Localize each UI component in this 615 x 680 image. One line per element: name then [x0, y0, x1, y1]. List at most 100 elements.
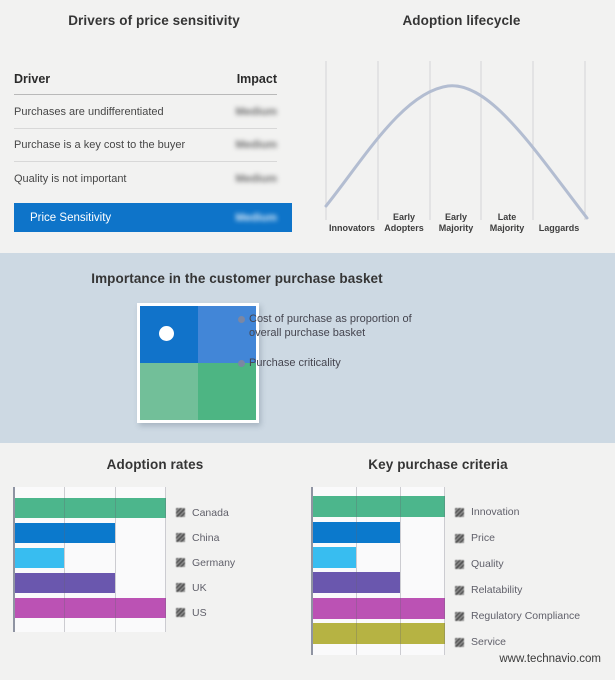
adoption-rates-title: Adoption rates — [106, 457, 204, 472]
lifecycle-gridlines — [325, 61, 586, 220]
legend-item: Innovation — [455, 499, 580, 525]
y-axis-line — [13, 487, 15, 632]
y-axis-line — [311, 487, 313, 655]
drivers-table-header: Driver Impact — [14, 72, 277, 95]
quadrant-matrix — [140, 306, 256, 420]
adoption-curve — [324, 84, 589, 220]
gridline — [165, 487, 166, 632]
quadrant-bottom-right — [198, 363, 256, 420]
driver-cell: Purchase is a key cost to the buyer — [14, 139, 186, 151]
basket-bullet-list: Cost of purchase as proportion of overal… — [238, 312, 444, 386]
purchase-basket-title: Importance in the customer purchase bask… — [91, 271, 383, 286]
quadrant-top-right — [198, 306, 256, 363]
legend-item: US — [176, 600, 235, 625]
legend-swatch-blurred — [455, 611, 464, 621]
quadrant-top-left — [140, 306, 198, 363]
legend-label: China — [192, 531, 220, 544]
legend-swatch-blurred — [176, 533, 185, 542]
table-row: Purchases are undifferentiated Medium — [14, 96, 277, 129]
bar-canada — [13, 498, 166, 518]
lifecycle-curve-chart — [324, 61, 589, 220]
legend-label: Service — [471, 636, 507, 648]
legend-swatch-blurred — [176, 608, 185, 617]
legend-item: Price — [455, 525, 580, 551]
stage-label-laggards: Laggards — [538, 222, 580, 233]
bullet-text: Cost of purchase as proportion of overal… — [249, 313, 412, 339]
legend-item: UK — [176, 575, 235, 600]
position-marker-dot — [159, 326, 174, 341]
technavio-watermark: www.technavio.com — [499, 653, 601, 665]
bullet-icon — [238, 360, 245, 367]
adoption-rates-chart — [13, 487, 166, 632]
key-purchase-criteria-legend: Innovation Price Quality Relatability Re… — [455, 499, 580, 655]
legend-swatch-blurred — [455, 585, 464, 595]
stage-label-early-majority: Early Majority — [438, 212, 474, 233]
driver-column-header: Driver — [14, 72, 51, 86]
list-item: Cost of purchase as proportion of overal… — [238, 312, 444, 340]
legend-label: UK — [192, 581, 207, 594]
impact-badge-blurred: Medium — [235, 106, 277, 118]
impact-badge-blurred: Medium — [235, 172, 277, 185]
purchase-basket-panel: Importance in the customer purchase bask… — [0, 253, 615, 443]
table-row: Purchase is a key cost to the buyer Medi… — [14, 129, 277, 162]
drivers-panel: Drivers of price sensitivity Driver Impa… — [0, 0, 308, 253]
legend-label: Germany — [192, 556, 236, 569]
legend-swatch-blurred — [176, 558, 185, 567]
impact-column-header: Impact — [236, 72, 277, 86]
gridline — [400, 487, 401, 655]
key-purchase-criteria-title: Key purchase criteria — [368, 457, 508, 472]
quadrant-matrix-card — [137, 303, 259, 423]
drivers-title: Drivers of price sensitivity — [68, 13, 240, 28]
impact-badge-blurred: Medium — [235, 139, 277, 151]
gridline — [444, 487, 445, 655]
legend-label: Canada — [192, 506, 229, 519]
lifecycle-panel: Adoption lifecycle Innovators Early Adop… — [308, 0, 615, 253]
bar-regulatory-compliance — [311, 598, 445, 619]
bar-innovation — [311, 496, 445, 517]
legend-label: Innovation — [471, 506, 520, 518]
bar-quality — [311, 547, 356, 568]
bar-relatability — [311, 572, 401, 593]
stage-label-early-adopters: Early Adopters — [384, 212, 424, 233]
bar-china — [13, 523, 115, 543]
driver-cell: Purchases are undifferentiated — [14, 106, 164, 118]
legend-label: Regulatory Compliance — [471, 610, 581, 622]
legend-label: Price — [471, 532, 495, 544]
stage-label-late-majority: Late Majority — [489, 212, 525, 233]
bar-price — [311, 522, 401, 543]
adoption-rates-legend: Canada China Germany UK US — [176, 500, 235, 625]
table-row: Quality is not important Medium — [14, 162, 277, 195]
bar-service — [311, 623, 445, 644]
legend-swatch-blurred — [455, 507, 464, 517]
bar-uk — [13, 573, 115, 593]
legend-item: Regulatory Compliance — [455, 603, 580, 629]
driver-cell: Quality is not important — [14, 172, 127, 185]
legend-swatch-blurred — [455, 559, 464, 569]
legend-item: China — [176, 525, 235, 550]
legend-label: Relatability — [471, 584, 523, 596]
bullet-text: Purchase criticality — [249, 357, 341, 369]
bottom-charts-section: Adoption rates Key purchase criteria Can… — [0, 443, 615, 680]
impact-badge-blurred: Medium — [235, 211, 277, 224]
price-sensitivity-label: Price Sensitivity — [30, 211, 112, 224]
legend-item: Germany — [176, 550, 235, 575]
bullet-icon — [238, 316, 245, 323]
stage-label-innovators: Innovators — [328, 222, 375, 233]
legend-swatch-blurred — [455, 533, 464, 543]
price-sensitivity-highlight-row: Price Sensitivity Medium — [14, 203, 292, 232]
legend-item: Quality — [455, 551, 580, 577]
legend-label: US — [192, 606, 207, 619]
legend-swatch-blurred — [176, 508, 185, 517]
lifecycle-title: Adoption lifecycle — [402, 13, 521, 28]
legend-label: Quality — [471, 558, 504, 570]
legend-item: Canada — [176, 500, 235, 525]
legend-swatch-blurred — [455, 637, 464, 647]
legend-item: Relatability — [455, 577, 580, 603]
list-item: Purchase criticality — [238, 356, 444, 370]
legend-item: Service — [455, 629, 580, 655]
gridline — [356, 487, 357, 655]
key-purchase-criteria-chart — [311, 487, 445, 655]
gridline — [115, 487, 116, 632]
legend-swatch-blurred — [176, 583, 185, 592]
